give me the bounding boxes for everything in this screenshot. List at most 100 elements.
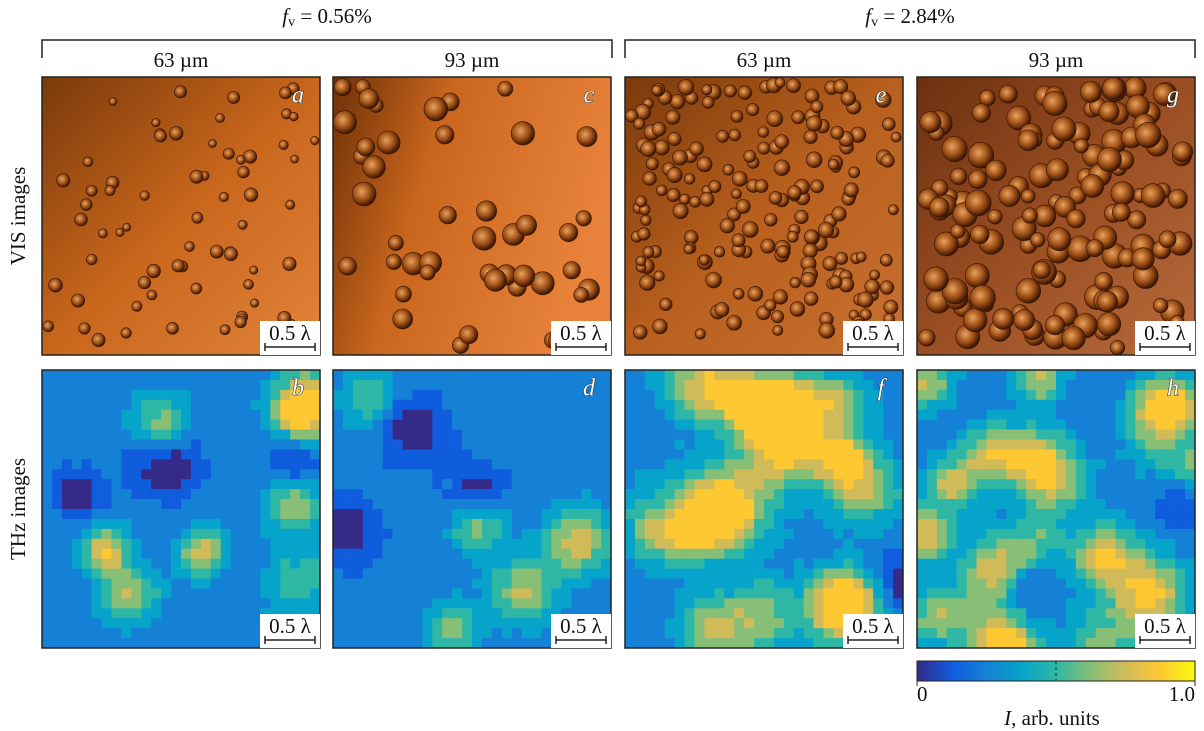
droplet (190, 170, 203, 183)
pixel (290, 459, 300, 469)
pixel (754, 529, 764, 539)
pixel (333, 430, 343, 440)
pixel (502, 549, 512, 559)
pixel (957, 519, 967, 529)
pixel (1086, 499, 1096, 509)
pixel (917, 579, 927, 589)
pixel (1126, 469, 1136, 479)
pixel (734, 559, 744, 569)
droplet (788, 186, 802, 200)
pixel (1066, 370, 1076, 380)
pixel (231, 479, 241, 489)
pixel (551, 529, 561, 539)
pixel (363, 380, 373, 390)
pixel (492, 430, 502, 440)
pixel (201, 440, 211, 450)
pixel (1145, 519, 1155, 529)
pixel (62, 598, 72, 608)
pixel (551, 459, 561, 469)
pixel (151, 479, 161, 489)
droplet (154, 130, 166, 142)
droplet (857, 292, 873, 308)
pixel (1086, 559, 1096, 569)
pixel (512, 579, 522, 589)
pixel (1096, 469, 1106, 479)
pixel (492, 459, 502, 469)
pixel (1106, 569, 1116, 579)
pixel (1155, 449, 1165, 459)
pixel (734, 529, 744, 539)
pixel (987, 598, 997, 608)
pixel (853, 459, 863, 469)
pixel (353, 598, 363, 608)
pixel (260, 380, 270, 390)
pixel (102, 380, 112, 390)
pixel (794, 410, 804, 420)
pixel (927, 440, 937, 450)
droplet (733, 288, 744, 299)
pixel (452, 499, 462, 509)
pixel (181, 479, 191, 489)
pixel (422, 430, 432, 440)
pixel (764, 628, 774, 638)
pixel (171, 638, 181, 648)
pixel (151, 469, 161, 479)
pixel (1066, 569, 1076, 579)
pixel (181, 559, 191, 569)
pixel (393, 569, 403, 579)
pixel (1036, 529, 1046, 539)
pixel (542, 459, 552, 469)
pixel (1016, 400, 1026, 410)
pixel (1026, 390, 1036, 400)
pixel (794, 479, 804, 489)
pixel (452, 449, 462, 459)
pixel (1145, 440, 1155, 450)
pixel (754, 380, 764, 390)
pixel (373, 539, 383, 549)
pixel (591, 489, 601, 499)
pixel (211, 479, 221, 489)
droplet (720, 218, 735, 233)
pixel (1175, 469, 1185, 479)
pixel (1116, 559, 1126, 569)
pixel (1056, 449, 1066, 459)
pixel (462, 509, 472, 519)
pixel (121, 588, 131, 598)
pixel (1016, 628, 1026, 638)
pixel (300, 479, 310, 489)
pixel (625, 410, 635, 420)
pixel (1076, 588, 1086, 598)
pixel (645, 638, 655, 648)
pixel (141, 380, 151, 390)
pixel (1086, 529, 1096, 539)
pixel (804, 400, 814, 410)
pixel (571, 420, 581, 430)
pixel (804, 608, 814, 618)
pixel (363, 489, 373, 499)
pixel (1026, 410, 1036, 420)
pixel (1126, 420, 1136, 430)
pixel (996, 588, 1006, 598)
pixel (1046, 390, 1056, 400)
pixel (1126, 638, 1136, 648)
pixel (482, 618, 492, 628)
droplet (244, 188, 258, 202)
pixel (432, 559, 442, 569)
pixel (251, 608, 261, 618)
pixel (571, 390, 581, 400)
pixel (82, 598, 92, 608)
pixel (343, 449, 353, 459)
pixel (1135, 509, 1145, 519)
pixel (102, 440, 112, 450)
pixel (260, 430, 270, 440)
pixel (363, 390, 373, 400)
pixel (774, 618, 784, 628)
droplet (731, 110, 743, 122)
pixel (522, 569, 532, 579)
pixel (442, 628, 452, 638)
pixel (794, 400, 804, 410)
pixel (977, 489, 987, 499)
droplet (86, 185, 97, 196)
pixel (482, 440, 492, 450)
pixel (1026, 440, 1036, 450)
